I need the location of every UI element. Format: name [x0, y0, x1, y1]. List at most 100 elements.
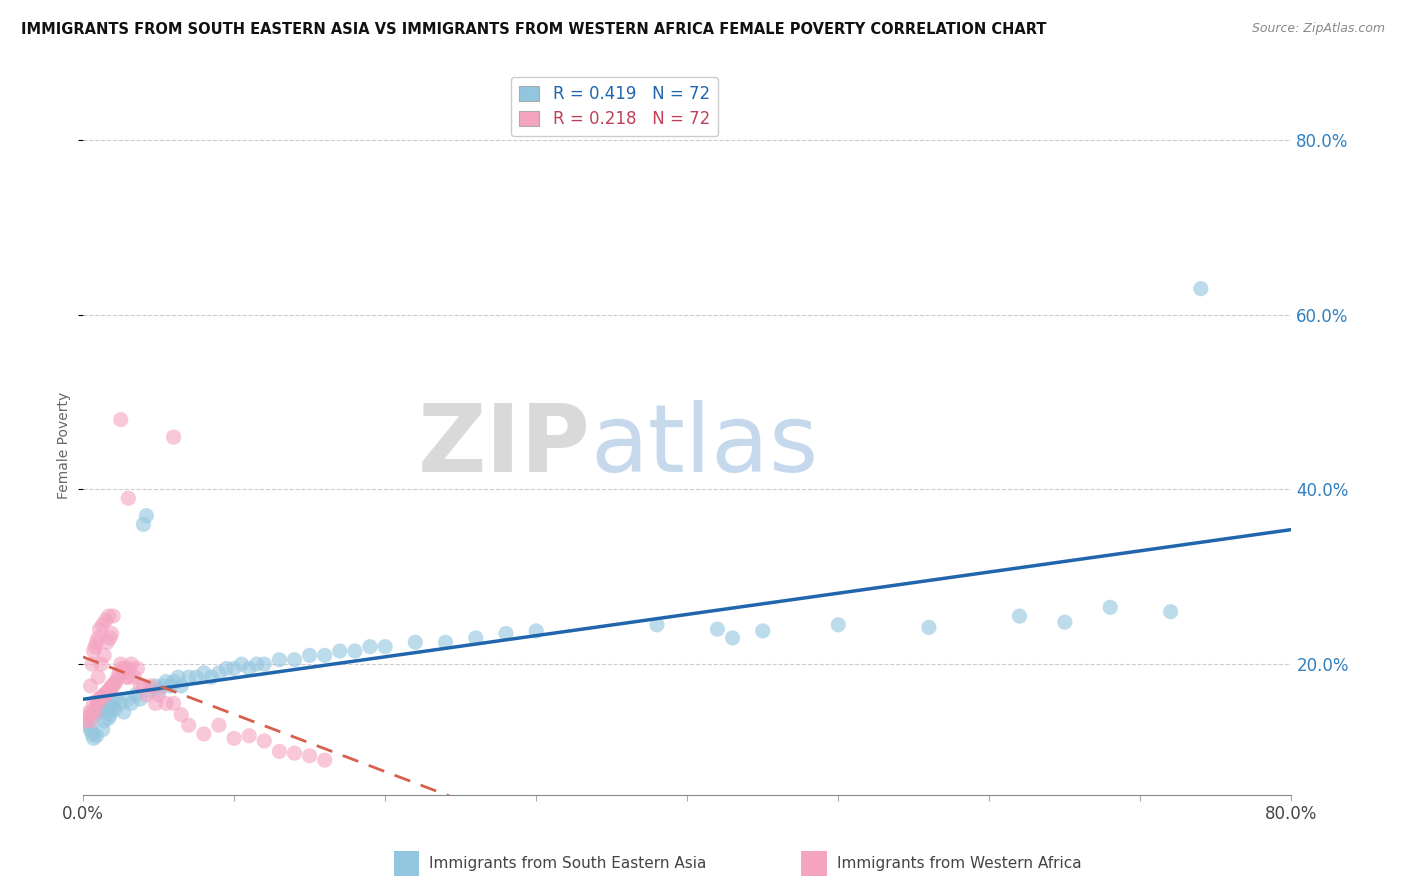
Point [155, 697, 177, 711]
Point [751, 624, 773, 638]
Point [177, 670, 200, 684]
Point [238, 729, 260, 743]
Point [495, 626, 517, 640]
Point [135, 688, 157, 702]
Point [135, 508, 157, 523]
Point [120, 657, 142, 672]
Point [100, 679, 122, 693]
Point [91, 690, 114, 704]
Point [103, 697, 125, 711]
Point [177, 718, 200, 732]
Point [222, 731, 245, 746]
Text: Immigrants from South Eastern Asia: Immigrants from South Eastern Asia [429, 856, 706, 871]
Point [170, 707, 193, 722]
Point [84, 640, 107, 654]
Point [374, 640, 396, 654]
Point [298, 648, 321, 663]
Point [80, 705, 103, 719]
Point [645, 617, 668, 632]
Point [359, 640, 381, 654]
Point [343, 644, 366, 658]
Legend: R = 0.419   N = 72, R = 0.218   N = 72: R = 0.419 N = 72, R = 0.218 N = 72 [512, 77, 718, 136]
Point [159, 679, 181, 693]
Point [79, 723, 101, 737]
Point [162, 430, 184, 444]
Point [104, 702, 127, 716]
Point [89, 702, 111, 716]
Point [90, 657, 112, 672]
Text: Source: ZipAtlas.com: Source: ZipAtlas.com [1251, 22, 1385, 36]
Text: IMMIGRANTS FROM SOUTH EASTERN ASIA VS IMMIGRANTS FROM WESTERN AFRICA FEMALE POVE: IMMIGRANTS FROM SOUTH EASTERN ASIA VS IM… [21, 22, 1046, 37]
Point [91, 723, 114, 737]
Point [77, 705, 100, 719]
Point [79, 679, 101, 693]
Point [145, 697, 167, 711]
Point [90, 698, 112, 713]
Point [96, 685, 118, 699]
Point [1053, 615, 1076, 630]
Point [314, 753, 336, 767]
Point [283, 746, 305, 760]
Point [103, 679, 125, 693]
Point [110, 412, 132, 426]
Point [152, 679, 174, 693]
Point [269, 744, 291, 758]
Point [76, 709, 98, 723]
Point [1160, 605, 1182, 619]
Point [86, 635, 108, 649]
Point [86, 729, 108, 743]
Y-axis label: Female Poverty: Female Poverty [58, 392, 72, 500]
Point [127, 661, 149, 675]
Point [98, 631, 121, 645]
Point [83, 644, 105, 658]
Point [132, 679, 155, 693]
Point [87, 705, 110, 719]
Point [706, 622, 728, 636]
Point [112, 665, 135, 680]
Point [162, 697, 184, 711]
Point [404, 635, 426, 649]
Point [115, 670, 138, 684]
Point [96, 635, 118, 649]
Point [86, 694, 108, 708]
Point [208, 718, 231, 732]
Point [108, 665, 131, 680]
Point [98, 707, 121, 722]
Point [129, 679, 152, 693]
Point [298, 748, 321, 763]
Point [87, 670, 110, 684]
Text: ZIP: ZIP [418, 400, 591, 491]
Point [83, 731, 105, 746]
Point [120, 697, 142, 711]
Point [100, 700, 122, 714]
Point [94, 688, 117, 702]
Point [193, 727, 215, 741]
Point [200, 670, 222, 684]
Point [104, 676, 127, 690]
Point [117, 692, 139, 706]
Point [129, 692, 152, 706]
Point [329, 644, 352, 658]
Point [1099, 600, 1122, 615]
Point [96, 702, 118, 716]
Point [464, 631, 486, 645]
Point [148, 683, 170, 698]
Point [89, 692, 111, 706]
Point [524, 624, 547, 638]
Point [139, 683, 162, 698]
Point [97, 711, 120, 725]
Point [253, 734, 276, 748]
Point [87, 631, 110, 645]
Point [110, 657, 132, 672]
Point [167, 670, 190, 684]
Point [118, 661, 141, 675]
Point [162, 674, 184, 689]
Point [170, 679, 193, 693]
Point [155, 674, 177, 689]
Point [283, 653, 305, 667]
Point [97, 609, 120, 624]
Point [98, 681, 121, 696]
Point [80, 727, 103, 741]
Point [215, 661, 238, 675]
Point [93, 648, 115, 663]
